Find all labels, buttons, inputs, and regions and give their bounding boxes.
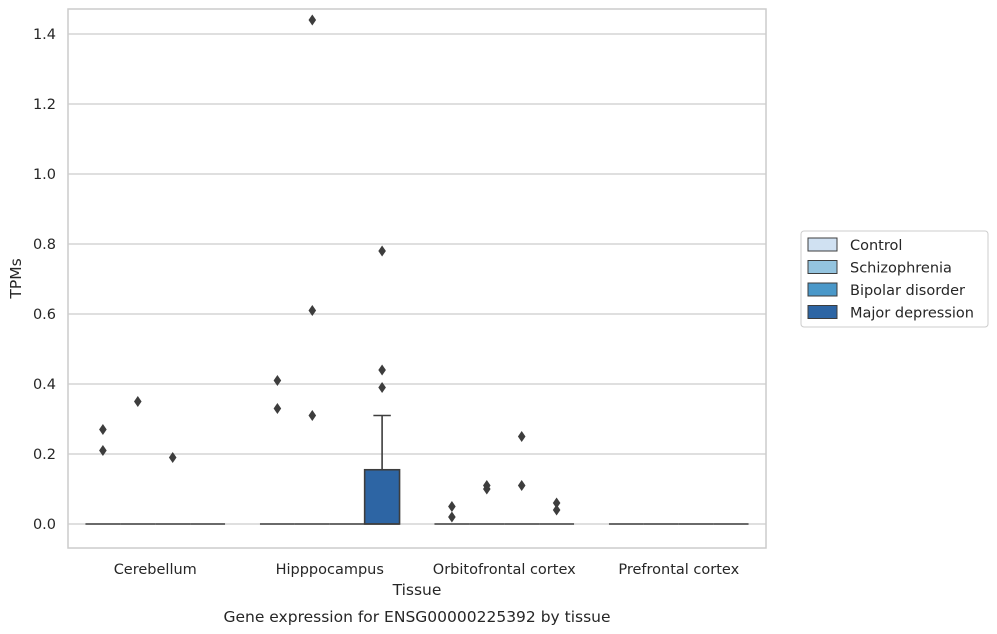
plot-frame bbox=[67, 8, 767, 549]
x-tick-label: Hipppocampus bbox=[276, 562, 384, 578]
outlier-point bbox=[273, 403, 282, 414]
y-ticks: 0.0 0.2 0.4 0.6 0.8 1.0 1.2 1.4 bbox=[33, 27, 56, 533]
x-ticks: Cerebellum Hipppocampus Orbitofrontal cort… bbox=[114, 562, 740, 578]
y-tick-label: 1.4 bbox=[33, 27, 56, 43]
outlier-point bbox=[378, 382, 386, 393]
outlier-point bbox=[483, 483, 491, 495]
legend-label: Bipolar disorder bbox=[850, 283, 965, 299]
y-axis-label: TPMs bbox=[7, 258, 25, 299]
outlier-point bbox=[448, 501, 456, 512]
outlier-point bbox=[99, 424, 107, 435]
y-tick-label: 0.8 bbox=[33, 237, 56, 253]
y-tick-label: 0.4 bbox=[33, 377, 56, 393]
y-tick-label: 0.0 bbox=[33, 517, 56, 533]
legend-swatch bbox=[807, 282, 838, 297]
y-tick-label: 0.2 bbox=[33, 447, 56, 463]
chart-caption: Gene expression for ENSG00000225392 by t… bbox=[223, 608, 610, 626]
legend-label: Control bbox=[850, 238, 902, 254]
legend-label: Major depression bbox=[850, 306, 974, 322]
x-axis-label: Tissue bbox=[392, 581, 442, 599]
legend-swatch bbox=[807, 237, 838, 252]
x-tick-label: Prefrontal cortex bbox=[618, 562, 739, 578]
outlier-point bbox=[168, 452, 177, 463]
outlier-point bbox=[517, 431, 526, 442]
outlier-point bbox=[378, 245, 386, 257]
outlier-point bbox=[552, 504, 561, 516]
outlier-point bbox=[308, 305, 317, 316]
outlier-point bbox=[273, 375, 282, 386]
legend-swatch bbox=[807, 260, 838, 274]
gridlines bbox=[68, 33, 766, 525]
outlier-point bbox=[308, 14, 317, 26]
box-hipppocampus-major-depression bbox=[363, 414, 401, 525]
outlier-point bbox=[552, 497, 561, 509]
outlier-point bbox=[517, 480, 526, 491]
y-tick-label: 1.2 bbox=[33, 97, 56, 113]
outliers bbox=[99, 14, 561, 523]
outlier-point bbox=[448, 511, 456, 523]
boxes bbox=[85, 414, 749, 525]
outlier-point bbox=[134, 396, 142, 407]
legend: Control Schizophrenia Bipolar disorder Majo… bbox=[800, 230, 989, 328]
x-tick-label: Cerebellum bbox=[114, 562, 197, 578]
box-body bbox=[363, 468, 401, 525]
y-tick-label: 0.6 bbox=[33, 307, 56, 323]
outlier-point bbox=[378, 364, 386, 376]
outlier-point bbox=[308, 410, 317, 421]
legend-swatch bbox=[807, 305, 838, 319]
outlier-point bbox=[99, 445, 107, 456]
legend-label: Schizophrenia bbox=[850, 261, 952, 277]
legend-frame bbox=[800, 230, 989, 328]
y-tick-label: 1.0 bbox=[33, 167, 56, 183]
x-tick-label: Orbitofrontal cortex bbox=[433, 562, 576, 578]
